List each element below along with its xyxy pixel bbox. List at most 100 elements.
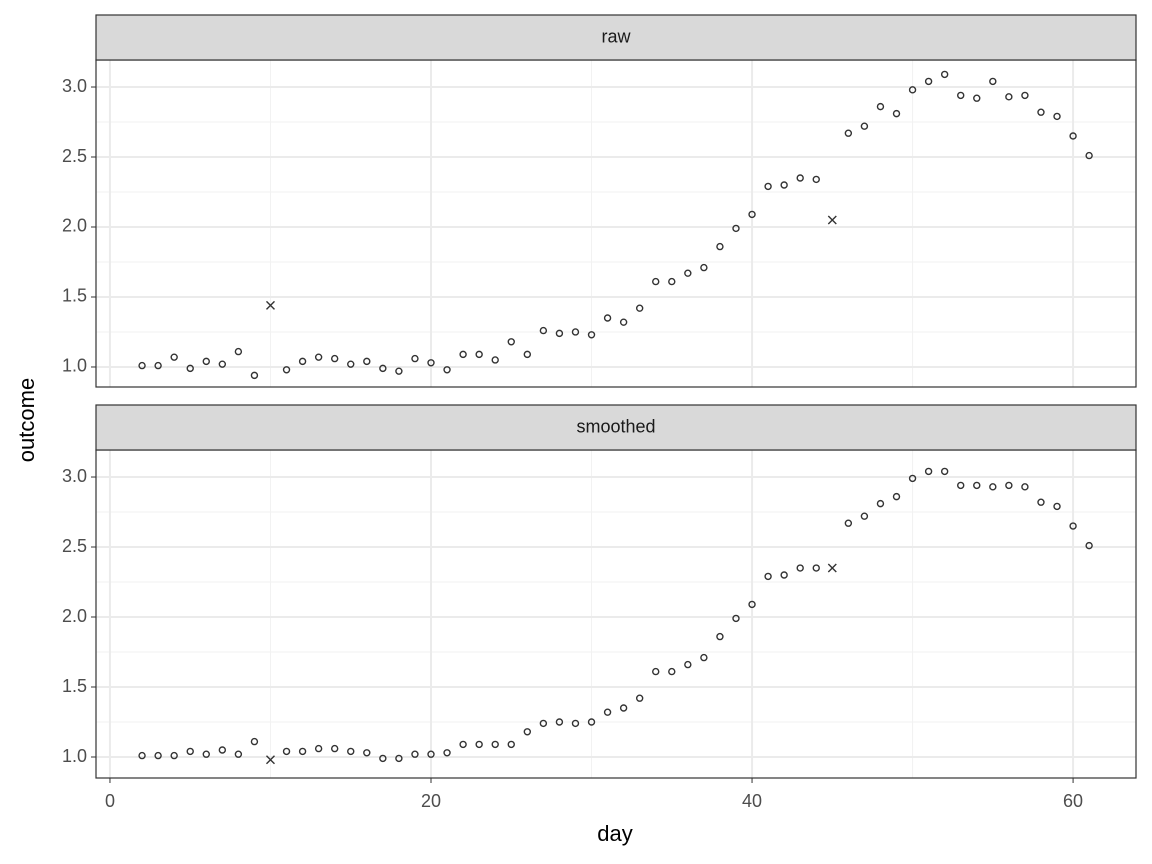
- point: [218, 360, 227, 368]
- point: [250, 371, 259, 380]
- point: [347, 360, 355, 368]
- y-axis-title: outcome: [14, 378, 39, 462]
- point: [395, 367, 403, 375]
- point: [507, 740, 515, 749]
- point: [908, 86, 917, 94]
- point: [908, 474, 917, 483]
- point: [603, 708, 612, 716]
- point: [652, 277, 660, 286]
- point: [170, 751, 178, 760]
- point: [973, 94, 981, 102]
- point: [314, 744, 323, 753]
- y-tick-label: 2.5: [62, 146, 87, 166]
- x-tick-label: 60: [1063, 791, 1083, 811]
- point: [635, 694, 644, 702]
- point: [1037, 498, 1045, 506]
- point: [443, 749, 451, 757]
- point: [282, 747, 291, 756]
- point: [298, 747, 307, 756]
- point: [716, 632, 724, 641]
- point: [314, 353, 323, 361]
- point: [170, 353, 178, 361]
- point: [507, 338, 515, 346]
- point: [587, 718, 596, 726]
- point: [523, 350, 532, 359]
- point: [876, 102, 885, 111]
- point: [411, 750, 419, 758]
- point: [555, 329, 564, 338]
- point: [764, 572, 772, 581]
- point: [957, 481, 965, 490]
- point: [265, 755, 275, 765]
- point: [491, 740, 499, 749]
- point: [379, 754, 387, 763]
- point: [459, 350, 467, 359]
- point: [989, 77, 997, 86]
- point: [587, 331, 596, 339]
- point: [379, 364, 387, 373]
- strip: [95, 14, 1137, 61]
- point: [700, 653, 708, 662]
- point: [860, 512, 869, 520]
- point: [202, 750, 210, 758]
- point: [523, 728, 532, 736]
- point: [138, 751, 146, 760]
- point: [411, 354, 419, 363]
- point: [812, 175, 820, 184]
- x-tick-label: 20: [421, 791, 441, 811]
- x-tick-label: 40: [742, 791, 762, 811]
- point: [218, 746, 227, 754]
- y-tick-label: 2.0: [62, 606, 87, 626]
- point: [764, 182, 772, 191]
- point: [827, 215, 837, 225]
- point: [892, 492, 901, 501]
- point: [827, 563, 837, 573]
- point: [1069, 132, 1077, 140]
- point: [635, 304, 644, 312]
- point: [924, 77, 933, 86]
- point: [812, 564, 820, 572]
- point: [892, 109, 901, 118]
- point: [1085, 151, 1093, 160]
- point: [989, 483, 997, 491]
- y-tick-label: 1.0: [62, 356, 87, 376]
- point: [459, 740, 467, 749]
- point: [539, 719, 548, 728]
- point: [202, 357, 210, 366]
- y-tick-label: 2.5: [62, 536, 87, 556]
- y-tick-label: 3.0: [62, 76, 87, 96]
- panel-background: [96, 60, 1136, 387]
- point: [619, 704, 628, 712]
- point: [186, 747, 194, 756]
- y-tick-label: 3.0: [62, 466, 87, 486]
- point: [780, 181, 788, 189]
- strip-label: raw: [601, 26, 631, 46]
- point: [844, 519, 853, 527]
- point: [363, 357, 371, 366]
- y-tick-label: 1.0: [62, 746, 87, 766]
- point: [443, 366, 451, 374]
- x-tick-label: 0: [105, 791, 115, 811]
- point: [154, 361, 162, 370]
- point: [1053, 112, 1061, 121]
- panel-background: [96, 450, 1136, 778]
- point: [780, 571, 788, 579]
- point: [668, 277, 676, 286]
- point: [619, 318, 628, 326]
- point: [684, 660, 692, 669]
- point: [250, 737, 259, 746]
- point: [940, 467, 949, 476]
- point: [330, 744, 339, 753]
- point: [957, 91, 965, 100]
- point: [1021, 483, 1029, 491]
- point: [154, 751, 162, 760]
- point: [748, 210, 756, 219]
- strip: [95, 404, 1137, 451]
- point: [234, 750, 243, 758]
- point: [539, 326, 548, 335]
- point: [571, 719, 580, 728]
- point: [603, 314, 612, 322]
- point: [668, 667, 676, 676]
- point: [1037, 108, 1045, 116]
